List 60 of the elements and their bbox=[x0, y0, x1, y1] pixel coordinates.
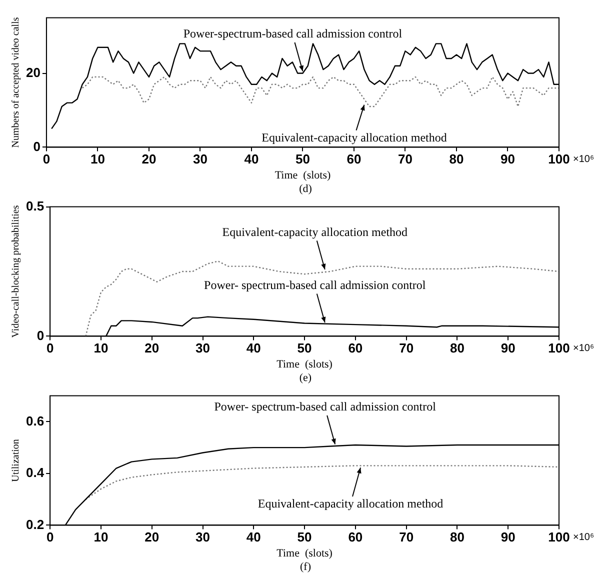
text: (d) bbox=[298, 182, 313, 196]
x-tick-label: 10 bbox=[90, 152, 105, 167]
text: ×10⁶ bbox=[573, 532, 594, 543]
x-tick-label: 50 bbox=[297, 340, 312, 356]
y-tick-label: 0.5 bbox=[26, 198, 44, 214]
y-tick-label: 0.6 bbox=[26, 413, 44, 428]
annotation: Power-spectrum-based call admission control bbox=[183, 26, 403, 41]
y-tick-label: 0 bbox=[36, 328, 44, 343]
x-tick-label: 50 bbox=[297, 530, 312, 545]
line-series bbox=[85, 465, 559, 500]
x-axis-title: Time (slots) bbox=[274, 169, 331, 182]
annotation: Equivalent-capacity allocation method bbox=[258, 496, 444, 511]
x-tick-label: 10 bbox=[94, 340, 108, 356]
x-tick-label: 20 bbox=[144, 530, 160, 545]
line-series bbox=[85, 260, 559, 336]
x-tick-label: 30 bbox=[196, 340, 210, 356]
x-tick-label: 40 bbox=[246, 530, 261, 545]
x-axis-title: Time (slots) bbox=[276, 547, 333, 560]
x-tick-label: 60 bbox=[346, 152, 362, 167]
text: (f) bbox=[299, 560, 312, 574]
text: (e) bbox=[298, 371, 313, 385]
x-axis-title: Time (slots) bbox=[276, 358, 333, 370]
annotation: Power- spectrum-based call admission control bbox=[204, 278, 426, 292]
x-tick-label: 90 bbox=[500, 340, 516, 356]
x-tick-label: 70 bbox=[399, 340, 414, 356]
annotation: Equivalent-capacity allocation method bbox=[222, 224, 408, 239]
x-tick-label: 100 bbox=[548, 530, 570, 545]
x-tick-label: 70 bbox=[399, 530, 414, 545]
annotation: Equivalent-capacity allocation method bbox=[262, 130, 447, 144]
x-tick-label: 90 bbox=[500, 530, 516, 545]
text: ×10⁶ bbox=[573, 342, 594, 354]
x-tick-label: 50 bbox=[295, 152, 310, 167]
x-tick-label: 80 bbox=[450, 530, 464, 545]
x-tick-label: 30 bbox=[196, 530, 210, 545]
x-tick-label: 100 bbox=[548, 340, 570, 356]
y-tick-label: 0.4 bbox=[26, 465, 45, 480]
y-tick-label: 0 bbox=[33, 138, 40, 154]
x-tick-label: 60 bbox=[348, 340, 363, 356]
x-tick-label: 40 bbox=[246, 340, 261, 356]
y-axis-title: Numbers of accepted video calls bbox=[10, 17, 22, 148]
y-tick-label: 20 bbox=[26, 64, 40, 80]
x-tick-label: 10 bbox=[94, 530, 108, 545]
x-tick-label: 60 bbox=[348, 530, 363, 545]
x-tick-label: 40 bbox=[244, 152, 259, 167]
text: ×10⁶ bbox=[573, 154, 594, 165]
x-tick-label: 30 bbox=[192, 152, 208, 167]
x-tick-label: 90 bbox=[500, 152, 515, 167]
y-tick-label: 0.2 bbox=[26, 516, 44, 532]
x-tick-label: 80 bbox=[449, 152, 464, 167]
annotation: Power- spectrum-based call admission control bbox=[214, 400, 437, 414]
x-tick-label: 20 bbox=[142, 152, 156, 167]
y-axis-title: Utilization bbox=[10, 439, 22, 482]
x-tick-label: 0 bbox=[46, 340, 54, 356]
x-tick-label: 0 bbox=[46, 530, 54, 545]
x-tick-label: 80 bbox=[450, 340, 464, 356]
x-tick-label: 70 bbox=[398, 152, 412, 167]
x-tick-label: 20 bbox=[144, 340, 160, 356]
y-axis-title: Video-call-blocking probabilities bbox=[10, 205, 22, 338]
x-tick-label: 100 bbox=[548, 152, 570, 167]
line-series bbox=[82, 76, 559, 108]
